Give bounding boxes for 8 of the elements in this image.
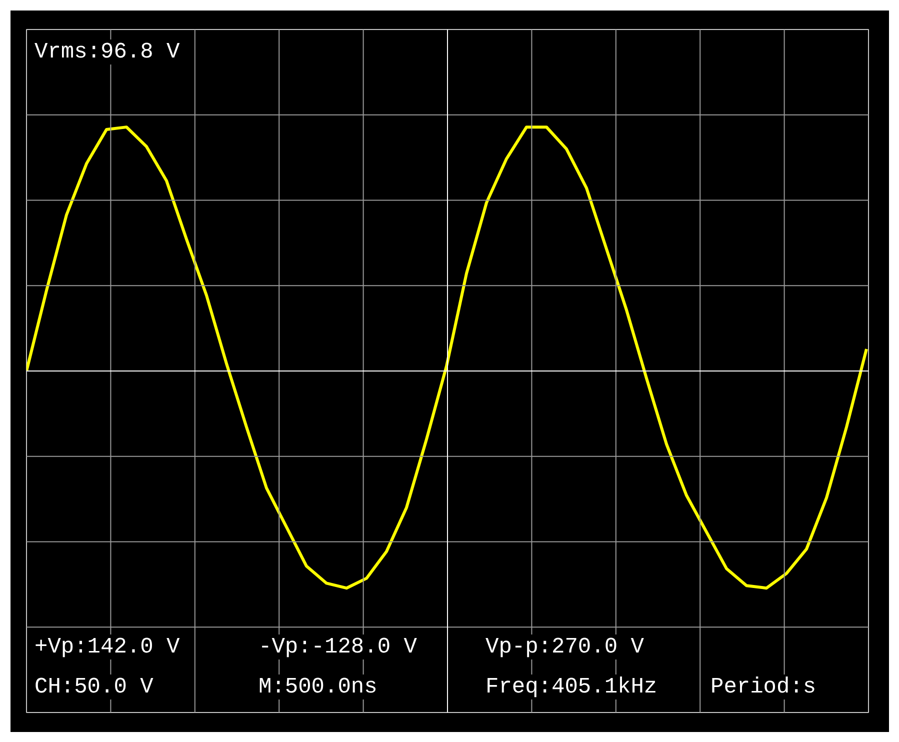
text: M:500.0ns bbox=[258, 674, 378, 700]
text: CH:50.0 V bbox=[34, 674, 154, 700]
text: Period:s bbox=[710, 674, 816, 700]
text: -Vp:-128.0 V bbox=[258, 634, 418, 660]
text: +Vp:142.0 V bbox=[34, 634, 181, 660]
text: Freq:405.1kHz bbox=[486, 674, 658, 700]
text: Vp-p:270.0 V bbox=[486, 634, 645, 660]
text: Vrms:96.8 V bbox=[34, 40, 181, 64]
